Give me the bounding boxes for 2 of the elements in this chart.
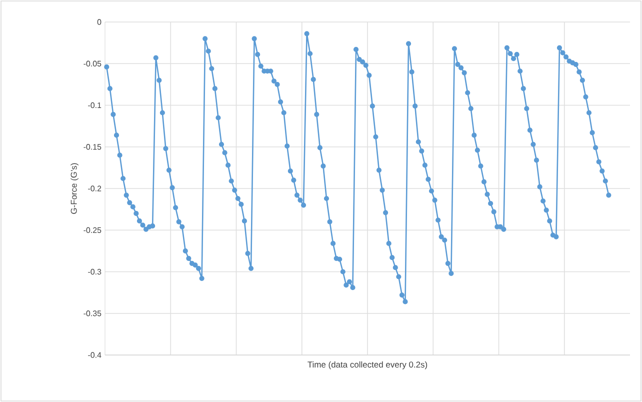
x-axis-title: Time (data collected every 0.2s)	[308, 361, 428, 370]
y-axis-title: G-Force (G's)	[70, 163, 78, 214]
